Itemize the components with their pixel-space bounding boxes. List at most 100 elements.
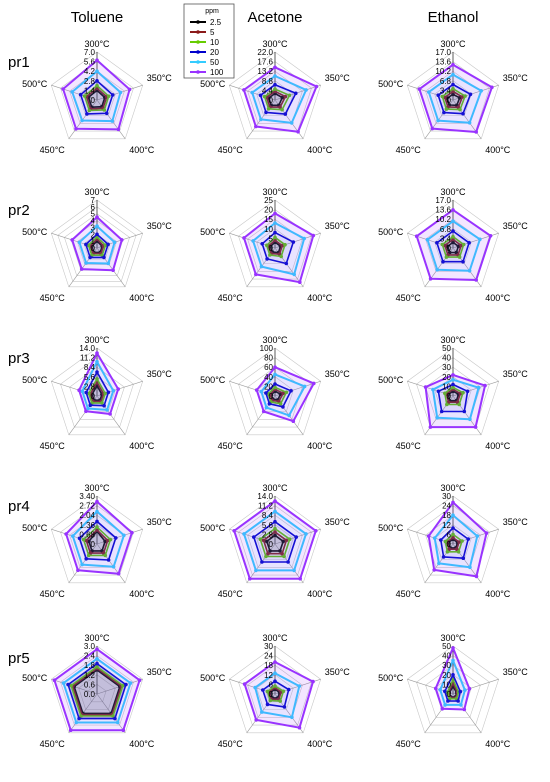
series-band [244,213,314,283]
legend-label: 20 [210,48,219,57]
data-point [444,107,449,111]
data-point [102,108,107,112]
legend-label: 5 [210,28,215,37]
data-point [273,526,277,531]
data-point [104,111,109,116]
data-point [273,238,277,243]
axis-label-400c: 400°C [129,145,155,155]
tick-label: 80 [264,354,273,363]
data-point [74,127,78,131]
tick-label: 0.68 [79,530,95,539]
tick-label: 5.6 [262,521,274,530]
series-band [86,372,109,406]
data-point [115,720,120,725]
axis-label-400c: 400°C [307,739,333,749]
tick-label: 10.2 [435,67,451,76]
tick-label: 40 [264,373,273,382]
tick-label: 10.2 [435,215,451,224]
axis-label-450c: 450°C [396,441,422,451]
data-point [265,689,270,694]
data-point [61,681,66,685]
axis-label-400c: 400°C [307,145,333,155]
series-line [88,378,106,404]
series-ppm-100 [242,65,319,134]
axis-label-400c: 400°C [307,293,333,303]
series-ppm-5 [261,530,289,556]
data-point [95,224,99,228]
data-point [85,112,89,116]
data-point [455,547,459,551]
data-point [430,126,435,131]
series-line [259,83,297,115]
axis-label-400c: 400°C [307,589,333,599]
series-band [438,84,471,114]
data-point [95,69,99,73]
data-point [258,537,263,541]
series-ppm-20 [260,230,296,266]
tick-label: 0.0 [84,690,96,699]
legend-entry-100: 100 [190,68,224,77]
data-point [84,390,88,395]
data-point [80,389,85,394]
grid-ring [406,645,500,734]
tick-label: 1.8 [84,661,96,670]
data-point [425,237,430,242]
tick-label: 12 [442,521,451,530]
legend-entry-5: 5 [190,28,215,37]
data-point [95,519,99,524]
legend-label: 2.5 [210,18,222,27]
data-point [282,554,286,559]
axis-label-350c: 350°C [147,517,173,527]
series-line [88,530,106,552]
radar-plot-pr5-toluene: 3.02.41.81.20.60.0 300°C 350°C 400°C 450°C 50… [22,633,172,749]
tick-label: 13.6 [435,58,451,67]
data-point [95,499,99,504]
axis-label-400c: 400°C [129,293,155,303]
series-ppm-2.5 [269,389,283,402]
data-point [273,671,277,675]
data-point [278,402,283,406]
data-point [314,84,319,89]
data-point [273,230,277,235]
tick-label: 14.0 [79,344,95,353]
tick-label: 0.6 [84,680,96,689]
data-point [273,365,277,370]
data-point [427,90,431,94]
data-point [102,255,106,260]
data-point [264,405,269,410]
data-point [95,215,99,219]
data-point [95,665,99,669]
data-point [120,238,124,242]
series-line [87,236,107,256]
series-ppm-20 [77,519,118,562]
series-line [424,373,486,429]
tick-label: 20 [442,373,451,382]
data-point [265,702,270,707]
data-point [242,532,246,536]
data-point [273,519,277,524]
data-point [82,94,87,98]
data-point [266,107,271,111]
data-point [286,687,291,692]
data-point [273,372,277,377]
series-line [441,87,466,111]
tick-label: 0 [447,540,452,549]
tick-label: 13.6 [435,206,451,215]
data-point [251,239,255,243]
data-point [273,82,277,87]
data-point [294,535,299,539]
tick-label: 2.04 [79,511,95,520]
series-ppm-5 [264,89,288,109]
data-point [279,254,284,259]
series-line [439,659,466,706]
series-band [88,531,106,551]
series-line [73,669,121,715]
data-point [463,94,467,98]
axis-label-350c: 350°C [325,73,351,83]
tick-label: 15 [264,215,273,224]
data-point [95,509,99,514]
data-point [86,553,91,558]
tick-label: 0 [269,392,274,401]
series-ppm-20 [78,79,115,116]
data-point [304,88,308,92]
